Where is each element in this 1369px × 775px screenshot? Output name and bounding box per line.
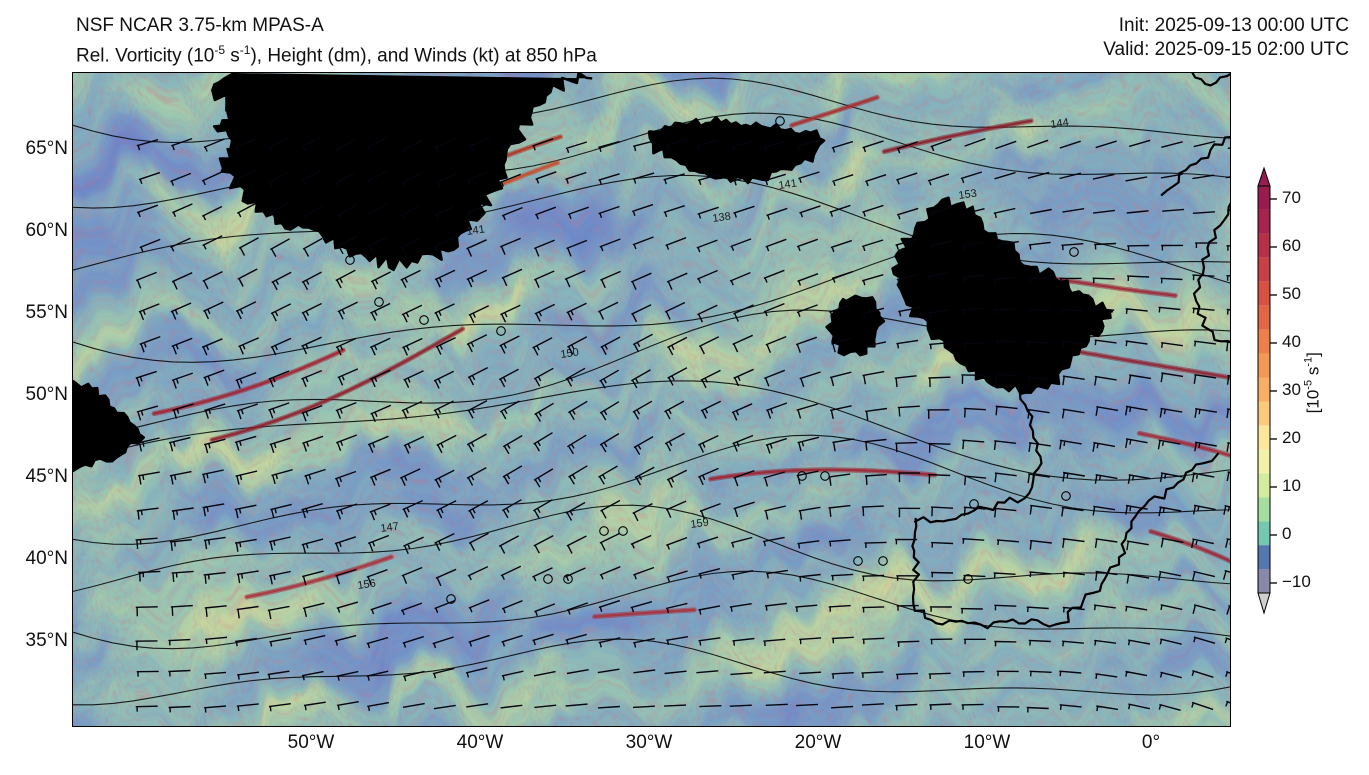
svg-text:141: 141 <box>778 178 798 192</box>
svg-text:156: 156 <box>357 578 377 592</box>
svg-text:138: 138 <box>712 211 732 225</box>
svg-text:144: 144 <box>1050 117 1070 131</box>
svg-text:159: 159 <box>690 517 710 531</box>
svg-text:153: 153 <box>958 188 978 202</box>
svg-text:141: 141 <box>466 224 486 238</box>
svg-text:147: 147 <box>380 521 400 535</box>
